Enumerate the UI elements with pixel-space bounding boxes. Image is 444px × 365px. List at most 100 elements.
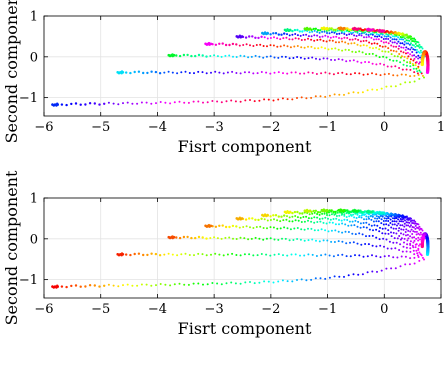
data-point: [269, 237, 272, 240]
data-point: [311, 212, 314, 215]
data-point: [351, 50, 354, 53]
data-point: [327, 217, 329, 220]
data-point: [263, 280, 266, 283]
data-point: [232, 237, 234, 240]
data-point: [402, 233, 405, 236]
data-point: [362, 40, 365, 42]
data-point: [400, 50, 402, 53]
x-tick-label: −5: [91, 120, 110, 135]
data-point: [366, 73, 369, 76]
data-point: [155, 102, 157, 105]
data-point: [347, 274, 350, 277]
data-point: [407, 47, 410, 50]
data-point: [294, 37, 297, 40]
data-point: [243, 55, 246, 58]
data-point: [294, 33, 297, 35]
data-point: [410, 42, 412, 45]
data-point: [218, 253, 221, 256]
data-point: [388, 240, 391, 243]
data-point: [398, 235, 401, 237]
data-point: [378, 56, 381, 59]
data-point: [79, 103, 82, 106]
data-point: [396, 42, 398, 45]
data-point: [344, 48, 347, 51]
data-point: [365, 36, 368, 39]
data-point: [225, 282, 228, 285]
data-point: [377, 33, 380, 36]
data-point: [209, 42, 213, 46]
data-point: [328, 72, 331, 75]
data-point: [303, 228, 306, 231]
data-point: [341, 253, 344, 256]
data-point: [371, 254, 373, 257]
data-point: [180, 253, 183, 256]
data-point: [239, 54, 242, 57]
data-point: [330, 229, 333, 232]
data-point: [344, 230, 347, 233]
data-point: [249, 226, 251, 229]
data-point: [164, 101, 167, 104]
data-point: [385, 223, 388, 226]
data-point: [415, 61, 418, 64]
data-point: [384, 227, 387, 230]
data-point: [136, 284, 139, 287]
data-point: [164, 283, 167, 286]
data-point: [362, 211, 365, 214]
data-point: [359, 27, 362, 30]
data-point: [352, 241, 355, 244]
data-point: [409, 250, 412, 253]
data-point: [310, 220, 313, 223]
data-point: [336, 29, 339, 32]
data-point: [414, 48, 416, 51]
data-point: [197, 70, 200, 73]
data-point: [413, 54, 416, 57]
data-point: [412, 59, 415, 62]
data-point: [197, 282, 200, 285]
data-point: [326, 57, 329, 60]
data-point: [303, 57, 306, 60]
data-point: [395, 59, 398, 62]
data-point: [267, 280, 270, 283]
data-point: [248, 35, 251, 38]
data-point: [286, 227, 289, 230]
data-point: [328, 254, 331, 257]
data-point: [358, 72, 361, 75]
data-point: [325, 222, 328, 225]
data-point: [257, 218, 260, 222]
data-point: [349, 73, 352, 76]
data-point: [289, 228, 292, 231]
data-point: [383, 73, 386, 76]
data-point: [366, 89, 369, 92]
data-point: [272, 32, 275, 35]
data-point: [324, 95, 327, 98]
x-tick-label: −5: [91, 302, 110, 317]
data-point: [381, 227, 384, 230]
data-point: [379, 256, 382, 259]
data-point: [394, 65, 397, 68]
data-point: [328, 209, 331, 212]
data-point: [259, 43, 262, 46]
data-point: [338, 32, 341, 35]
data-point: [201, 54, 204, 57]
data-point: [216, 55, 219, 58]
data-point: [252, 45, 255, 47]
data-point: [383, 217, 386, 220]
data-point: [313, 29, 316, 32]
data-point: [406, 51, 409, 54]
data-point: [259, 225, 262, 228]
data-point: [131, 284, 134, 287]
x-tick-label: −6: [34, 302, 53, 317]
data-point: [398, 214, 401, 216]
data-point: [136, 102, 139, 105]
data-point: [411, 233, 414, 235]
data-point: [206, 101, 209, 104]
data-point: [249, 44, 251, 47]
data-point: [315, 255, 318, 257]
data-point: [403, 237, 406, 240]
data-point: [167, 70, 170, 73]
data-point: [404, 263, 407, 266]
data-point: [416, 70, 419, 73]
data-point: [415, 237, 418, 240]
data-point: [218, 42, 221, 45]
data-point: [390, 267, 393, 270]
